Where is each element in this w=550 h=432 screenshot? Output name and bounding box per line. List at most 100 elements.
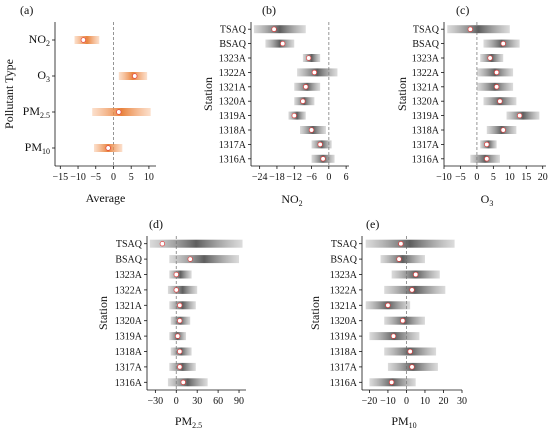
panel-e-y-tick-label: BSAQ xyxy=(330,255,357,266)
panel-d-mean-point xyxy=(177,302,183,308)
panel-b-x-tick-label: −18 xyxy=(269,172,285,183)
panel-a-x-tick-label: 10 xyxy=(144,172,154,183)
panel-e-label: (e) xyxy=(366,217,379,231)
panel-e-interval-bar xyxy=(365,239,455,248)
panel-e-x-tick-label: −20 xyxy=(362,396,378,407)
panel-e-x-tick-label: −10 xyxy=(380,396,396,407)
panel-e-x-tick-label: 30 xyxy=(457,396,467,407)
panel-a-mean-point xyxy=(132,73,138,79)
panel-c-mean-point xyxy=(517,112,523,119)
panel-b-y-tick-label: 1322A xyxy=(219,68,247,79)
panel-b-y-tick-label: 1319A xyxy=(219,111,247,122)
panel-c-y-tick-label: 1318A xyxy=(412,126,440,137)
panel-a-mean-point xyxy=(80,37,87,43)
panel-d-mean-point xyxy=(159,241,165,247)
panel-c-y-tick-label: 1323A xyxy=(412,54,440,65)
panel-c-x-tick-label: −5 xyxy=(455,172,466,183)
panel-b-x-tick-label: 0 xyxy=(326,172,331,183)
panel-d-interval-bar xyxy=(169,270,192,279)
panel-c-mean-point xyxy=(484,141,490,148)
panel-d-interval-bar xyxy=(149,239,243,248)
panel-a-y-tick-label: PM2.5 xyxy=(23,104,50,120)
panel-d-label: (d) xyxy=(149,217,163,231)
panel-c-mean-point xyxy=(484,156,490,162)
panel-a-mean-point xyxy=(105,145,111,151)
panel-c-y-tick-label: 1319A xyxy=(412,111,440,122)
panel-b-mean-point xyxy=(308,127,315,133)
panel-e-mean-point xyxy=(385,302,391,308)
panel-e-mean-point xyxy=(400,318,406,324)
panel-b-y-tick-label: 1316A xyxy=(219,154,247,165)
panel-c-mean-point xyxy=(467,26,473,32)
panel-b-mean-point xyxy=(320,156,326,162)
panel-e-y-tick-label: 1323A xyxy=(330,270,358,281)
panel-b-x-tick-label: −6 xyxy=(306,172,317,183)
panel-a-x-tick-label: 0 xyxy=(111,172,116,183)
panel-a-x-label: Average xyxy=(86,191,126,205)
panel-b-y-tick-label: 1317A xyxy=(219,140,247,151)
panel-e-x-tick-label: 0 xyxy=(404,396,409,407)
panel-c-mean-point xyxy=(500,127,506,133)
panel-d-interval-bar xyxy=(169,301,196,310)
panel-e-x-tick-label: 20 xyxy=(438,396,448,407)
panel-d-mean-point xyxy=(173,271,179,278)
panel-e-mean-point xyxy=(409,364,415,370)
panel-d-y-tick-label: 1317A xyxy=(115,362,143,373)
panel-c-interval-bar xyxy=(447,25,510,34)
panel-d-y-tick-label: BSAQ xyxy=(115,255,142,266)
panel-b-mean-point xyxy=(300,98,306,104)
panel-e-y-tick-label: 1321A xyxy=(330,301,358,312)
panel-d-mean-point xyxy=(177,364,183,370)
panel-b-mean-point xyxy=(280,40,286,47)
panel-c-mean-point xyxy=(497,98,503,104)
panel-e-x-label: PM10 xyxy=(391,414,416,430)
panel-b-mean-point xyxy=(291,112,297,119)
panel-e-y-tick-label: 1316A xyxy=(330,378,358,389)
panel-e-y-tick-label: 1318A xyxy=(330,347,358,358)
panel-d-y-tick-label: 1318A xyxy=(115,347,143,358)
panel-b-y-tick-label: 1321A xyxy=(219,82,247,93)
panel-a-label: (a) xyxy=(20,3,33,17)
panel-c-x-tick-label: 15 xyxy=(521,172,531,183)
panel-e-mean-point xyxy=(390,333,397,339)
panel-d-x-tick-label: 30 xyxy=(192,396,202,407)
panel-a-x-tick-label: −15 xyxy=(52,172,68,183)
panel-d-interval-bar xyxy=(167,378,208,387)
panel-e-y-label: Station xyxy=(308,296,322,330)
panel-b-x-tick-label: 6 xyxy=(344,172,349,183)
panel-d-y-tick-label: 1322A xyxy=(115,285,143,296)
panel-d-mean-point xyxy=(180,379,186,385)
panel-d-y-tick-label: TSAQ xyxy=(116,239,143,250)
panel-b-x-tick-label: −24 xyxy=(252,172,268,183)
panel-e-mean-point xyxy=(413,271,419,278)
panel-d-y-tick-label: 1316A xyxy=(115,378,143,389)
panel-c-y-tick-label: BSAQ xyxy=(412,39,439,50)
panel-d-mean-point xyxy=(177,348,183,355)
panel-a-x-tick-label: −10 xyxy=(70,172,86,183)
panel-d-y-tick-label: 1319A xyxy=(115,332,143,343)
panel-c-y-tick-label: 1320A xyxy=(412,97,440,108)
panel-a-interval-bar xyxy=(92,108,151,116)
panel-b-interval-bar xyxy=(265,39,295,48)
panel-d-mean-point xyxy=(173,287,179,293)
panel-c-mean-point xyxy=(487,55,493,61)
panel-b-x-label: NO2 xyxy=(281,192,302,208)
panel-e-mean-point xyxy=(407,348,413,355)
panel-b-mean-point xyxy=(311,69,318,76)
panel-e-mean-point xyxy=(388,379,395,385)
panel-c-x-tick-label: 20 xyxy=(538,172,548,183)
panel-d-y-label: Station xyxy=(96,296,110,330)
panel-c-mean-point xyxy=(500,40,506,47)
panel-e-interval-bar xyxy=(380,255,425,264)
panel-a-y-tick-label: O3 xyxy=(37,68,50,84)
panel-e-y-tick-label: TSAQ xyxy=(331,239,358,250)
panel-c-x-tick-label: 10 xyxy=(505,172,515,183)
panel-c-x-tick-label: −10 xyxy=(436,172,452,183)
panel-c-y-tick-label: TSAQ xyxy=(413,25,440,36)
panel-b-label: (b) xyxy=(262,3,276,17)
panel-c-y-tick-label: 1322A xyxy=(412,68,440,79)
panel-e-mean-point xyxy=(398,241,404,247)
panel-b-x-tick-label: −12 xyxy=(286,172,302,183)
panel-d-mean-point xyxy=(177,318,183,324)
